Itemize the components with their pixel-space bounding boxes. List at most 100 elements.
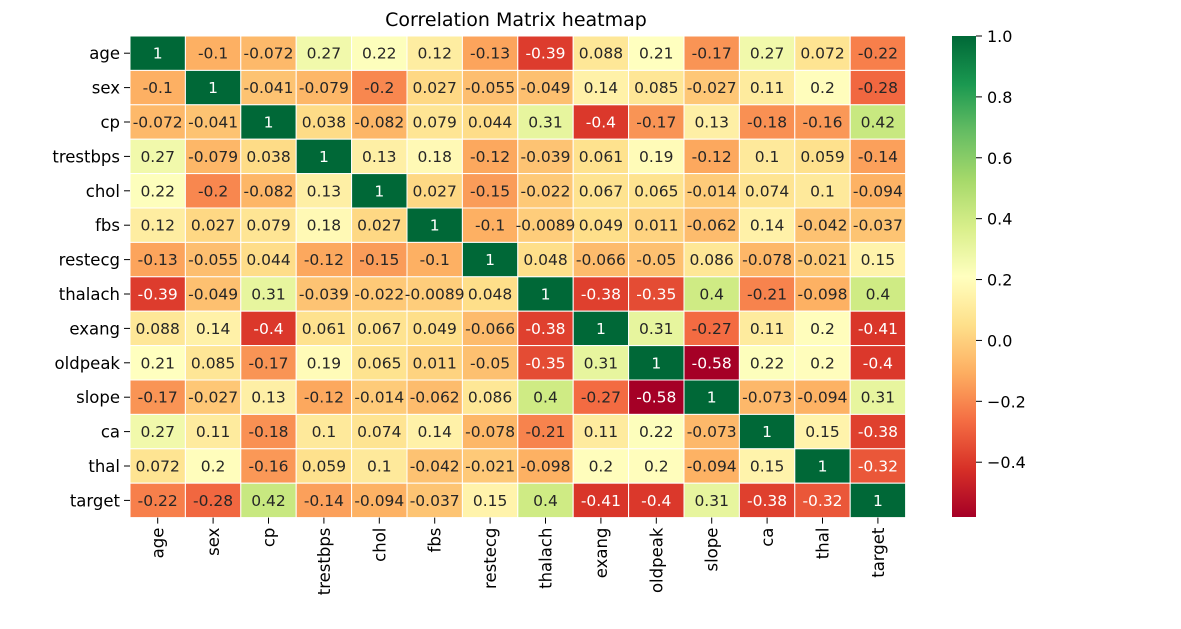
cell-annotation: 0.079 xyxy=(413,114,457,132)
cell-annotation: 1 xyxy=(596,320,606,338)
heatmap-cell-ca-thalach xyxy=(517,413,574,450)
heatmap-cell-fbs-sex xyxy=(184,207,242,243)
heatmap-cell-thal-target xyxy=(849,448,907,484)
heatmap-cell-slope-chol xyxy=(351,379,408,415)
cell-annotation: -0.062 xyxy=(687,217,737,235)
heatmap-cell-age-fbs xyxy=(406,35,463,71)
cell-annotation: 0.059 xyxy=(302,458,346,476)
cell-annotation: 1 xyxy=(153,45,163,63)
y-tick-label-chol: chol xyxy=(86,182,120,201)
cell-annotation: 0.13 xyxy=(251,389,286,407)
cell-annotation: 0.027 xyxy=(357,217,401,235)
cell-annotation: 0.31 xyxy=(694,492,729,510)
cell-annotation: -0.38 xyxy=(581,286,621,304)
cell-annotation: -0.41 xyxy=(858,320,898,338)
heatmap-cell-age-oldpeak xyxy=(628,35,685,71)
heatmap-cell-cp-target xyxy=(849,104,907,140)
cell-annotation: -0.062 xyxy=(410,389,460,407)
cell-annotation: -0.27 xyxy=(692,320,732,338)
x-tick-label-chol: chol xyxy=(370,528,389,562)
cell-annotation: 0.31 xyxy=(251,286,286,304)
heatmap-cell-cp-slope xyxy=(683,104,740,140)
cell-annotation: 0.049 xyxy=(413,320,457,338)
cell-annotation: -0.27 xyxy=(581,389,621,407)
cell-annotation: -0.042 xyxy=(798,217,848,235)
heatmap-cell-cp-exang xyxy=(572,104,630,140)
cell-annotation: -0.12 xyxy=(692,148,732,166)
heatmap-cell-slope-cp xyxy=(240,379,297,415)
cell-annotation: -0.014 xyxy=(354,389,404,407)
cell-annotation: 0.074 xyxy=(745,182,789,200)
cell-annotation: 0.11 xyxy=(750,320,785,338)
heatmap-cell-exang-restecg xyxy=(461,310,519,347)
heatmap-cell-restecg-slope xyxy=(683,241,740,278)
heatmap-cell-ca-target xyxy=(849,413,907,450)
heatmap-cell-thal-chol xyxy=(351,448,408,484)
cell-annotation: -0.4 xyxy=(863,354,893,372)
heatmap-cell-fbs-fbs xyxy=(406,207,463,243)
cell-annotation: 0.14 xyxy=(584,79,619,97)
cell-annotation: -0.073 xyxy=(742,389,792,407)
cell-annotation: -0.22 xyxy=(858,45,898,63)
cell-annotation: -0.05 xyxy=(636,251,676,269)
cell-annotation: -0.21 xyxy=(525,423,565,441)
cell-annotation: -0.041 xyxy=(244,79,294,97)
cell-annotation: 0.27 xyxy=(140,423,175,441)
cell-annotation: -0.18 xyxy=(248,423,288,441)
heatmap-cell-ca-sex xyxy=(184,413,242,450)
cell-annotation: 0.085 xyxy=(191,354,235,372)
cell-annotation: 0.4 xyxy=(533,389,558,407)
cell-annotation: -0.38 xyxy=(858,423,898,441)
heatmap-cell-slope-oldpeak xyxy=(628,379,685,415)
cell-annotation: 0.12 xyxy=(140,217,175,235)
cell-annotation: 0.088 xyxy=(136,320,180,338)
heatmap-cell-restecg-thal xyxy=(794,241,851,278)
cell-annotation: 1 xyxy=(264,114,274,132)
y-tick-label-fbs: fbs xyxy=(95,216,120,235)
x-tick-label-thal: thal xyxy=(814,528,833,560)
cell-annotation: -0.17 xyxy=(636,114,676,132)
heatmap-cell-oldpeak-fbs xyxy=(406,345,463,381)
heatmap-cell-target-fbs xyxy=(406,482,463,519)
cell-annotation: 0.044 xyxy=(468,114,512,132)
cell-annotation: -0.32 xyxy=(802,492,842,510)
cell-annotation: 1 xyxy=(873,492,883,510)
cell-annotation: 0.21 xyxy=(140,354,175,372)
heatmap-cell-fbs-chol xyxy=(351,207,408,243)
heatmap-cell-chol-cp xyxy=(240,173,297,209)
cell-annotation: -0.094 xyxy=(354,492,404,510)
cell-annotation: 0.13 xyxy=(694,114,729,132)
cell-annotation: -0.039 xyxy=(521,148,571,166)
cell-annotation: -0.58 xyxy=(636,389,676,407)
cell-annotation: -0.027 xyxy=(687,79,737,97)
cell-annotation: 0.2 xyxy=(201,458,226,476)
y-tick-label-slope: slope xyxy=(76,388,120,407)
cell-annotation: -0.055 xyxy=(188,251,238,269)
cell-annotation: -0.35 xyxy=(525,354,565,372)
cell-annotation: 0.18 xyxy=(307,217,342,235)
heatmap-cell-age-sex xyxy=(184,35,242,71)
heatmap-cell-sex-sex xyxy=(184,69,242,106)
cell-annotation: 0.11 xyxy=(196,423,231,441)
heatmap-cell-chol-slope xyxy=(683,173,740,209)
cell-annotation: -0.15 xyxy=(470,182,510,200)
x-tick-label-fbs: fbs xyxy=(426,528,445,553)
cell-annotation: -0.17 xyxy=(138,389,178,407)
heatmap-cell-trestbps-slope xyxy=(683,138,740,175)
cell-annotation: -0.039 xyxy=(299,286,349,304)
cell-annotation: 0.15 xyxy=(750,458,785,476)
cell-annotation: 0.31 xyxy=(528,114,563,132)
heatmap-cell-chol-ca xyxy=(738,173,796,209)
cell-annotation: 0.072 xyxy=(800,45,844,63)
cell-annotation: -0.4 xyxy=(641,492,671,510)
cell-annotation: 0.059 xyxy=(800,148,844,166)
cell-annotation: 0.2 xyxy=(589,458,614,476)
heatmap-cell-thalach-oldpeak xyxy=(628,276,685,312)
chart-title: Correlation Matrix heatmap xyxy=(385,9,647,31)
heatmap-cell-target-slope xyxy=(683,482,740,519)
cell-annotation: -0.38 xyxy=(747,492,787,510)
heatmap-cell-slope-target xyxy=(849,379,907,415)
cell-annotation: -0.014 xyxy=(687,182,737,200)
heatmap-cell-restecg-chol xyxy=(351,241,408,278)
cell-annotation: -0.066 xyxy=(465,320,515,338)
